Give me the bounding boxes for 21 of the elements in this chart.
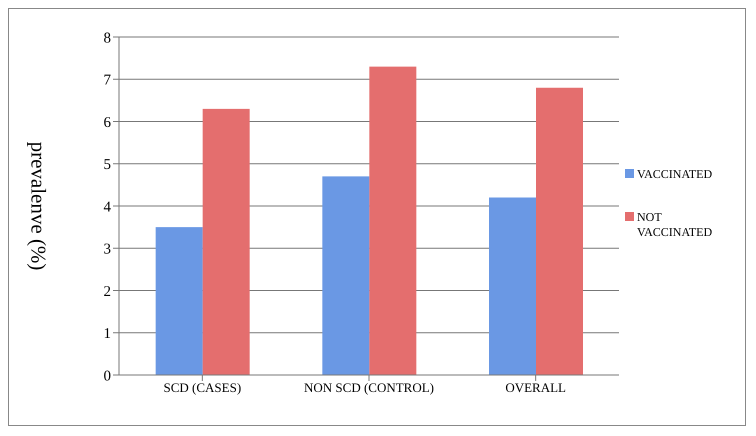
y-tick-label: 1 — [104, 326, 111, 342]
bar — [322, 176, 370, 375]
x-tick-label: NON SCD (CONTROL) — [304, 380, 434, 396]
bar — [202, 108, 250, 375]
y-tick-label: 0 — [104, 368, 111, 384]
x-tick-label: OVERALL — [505, 380, 566, 396]
y-tick-label: 7 — [104, 72, 112, 89]
y-tick-label: 5 — [104, 157, 111, 174]
y-tick-label: 8 — [104, 30, 111, 46]
bar — [536, 88, 583, 375]
bar — [369, 66, 416, 375]
y-axis-title: prevalenve (%) — [26, 142, 51, 270]
legend-label: NOT VACCINATED — [637, 210, 714, 240]
legend-label: VACCINATED — [637, 166, 712, 182]
y-tick-label: 2 — [104, 284, 111, 300]
y-tick-label: 6 — [104, 114, 112, 131]
y-tick-label: 4 — [104, 199, 112, 216]
bar — [489, 198, 536, 375]
x-tick-label: SCD (CASES) — [163, 380, 242, 396]
y-tick-label: 3 — [104, 242, 111, 258]
bar — [156, 227, 203, 375]
